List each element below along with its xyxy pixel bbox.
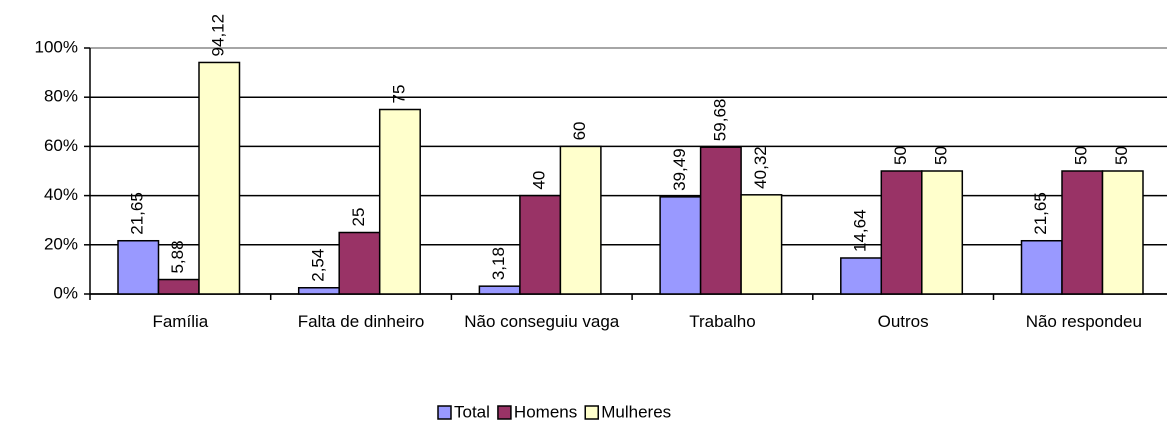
data-label: 50 [1112,146,1131,165]
legend-label: Homens [514,402,577,421]
data-label: 14,64 [851,209,870,252]
data-label: 21,65 [1031,192,1050,235]
bar [1101,170,1144,295]
legend-label: Mulheres [601,402,671,421]
data-label: 25 [349,208,368,227]
bar [840,257,883,295]
bar [519,194,562,295]
data-label: 50 [1072,146,1091,165]
data-label: 50 [891,146,910,165]
bar [478,285,521,295]
bar [699,146,742,295]
data-label: 59,68 [710,99,729,142]
bar [880,170,923,295]
x-tick-label: Não respondeu [1025,312,1142,331]
bar [1061,170,1104,295]
x-tick-label: Falta de dinheiro [297,312,425,331]
data-label: 40,32 [751,146,770,189]
bar [559,145,602,295]
data-label: 39,49 [670,148,689,191]
y-tick-label: 60% [44,136,78,155]
bar [117,239,160,295]
x-tick-label: Não conseguiu vaga [464,312,620,331]
data-label: 94,12 [209,14,228,57]
bar [921,170,964,295]
legend-swatch [584,405,599,420]
legend-swatch [437,405,452,420]
x-tick-label: Trabalho [689,312,756,331]
bar [297,287,340,295]
data-label: 60 [570,121,589,140]
y-tick-label: 80% [44,87,78,106]
bar [1020,239,1063,295]
bar [740,194,783,295]
data-label: 75 [389,85,408,104]
y-tick-label: 40% [44,185,78,204]
data-label: 50 [932,146,951,165]
legend-label: Total [454,402,490,421]
data-label: 21,65 [128,192,147,235]
bar [198,61,241,295]
data-label: 5,88 [168,240,187,273]
bar [659,196,702,295]
y-tick-label: 20% [44,234,78,253]
y-tick-label: 100% [35,37,78,56]
data-label: 3,18 [489,247,508,280]
x-tick-label: Família [152,312,209,331]
data-label: 2,54 [308,249,327,282]
data-label: 40 [530,171,549,190]
bar [338,231,381,295]
bar [378,108,421,295]
x-tick-label: Outros [877,312,929,331]
legend-swatch [497,405,512,420]
y-tick-label: 0% [53,283,78,302]
bar [157,278,200,295]
